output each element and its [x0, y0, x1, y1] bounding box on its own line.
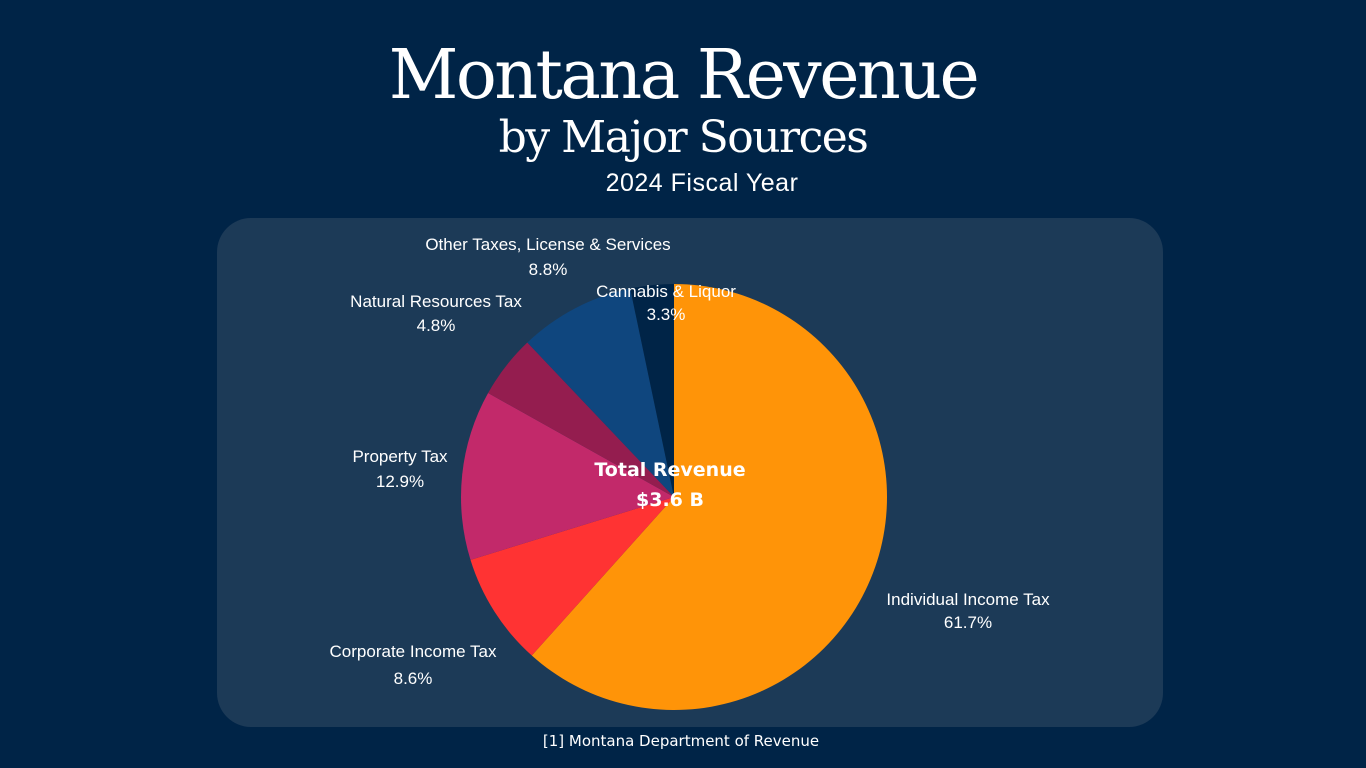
pie-slice-individual-income-tax: [531, 284, 888, 710]
slice-value-property-tax: 12.9%: [376, 472, 424, 491]
slice-label-corporate-income-tax: Corporate Income Tax: [330, 642, 497, 661]
fiscal-year-label: 2024 Fiscal Year: [605, 169, 799, 197]
slice-label-cannabis-and-liquor: Cannabis & Liquor: [596, 282, 736, 301]
slice-value-natural-resources-tax: 4.8%: [417, 316, 456, 335]
slice-value-other-taxes-license-and-services: 8.8%: [529, 260, 568, 279]
chart-subtitle: by Major Sources: [498, 112, 869, 163]
slice-label-other-taxes-license-and-services: Other Taxes, License & Services: [425, 235, 670, 254]
slice-value-cannabis-and-liquor: 3.3%: [647, 305, 686, 324]
slice-label-individual-income-tax: Individual Income Tax: [886, 590, 1050, 609]
chart-title: Montana Revenue: [388, 36, 980, 115]
slice-value-individual-income-tax: 61.7%: [944, 613, 992, 632]
slice-label-natural-resources-tax: Natural Resources Tax: [350, 292, 522, 311]
slice-labels: Individual Income Tax 61.7% Corporate Inco…: [330, 235, 1051, 688]
pie-slice-natural-resources-tax: [488, 342, 674, 497]
pie-slice-corporate-income-tax: [470, 497, 674, 656]
pie-slice-cannabis-and-liquor: [630, 284, 674, 497]
slice-label-property-tax: Property Tax: [352, 447, 448, 466]
center-title: Total Revenue: [594, 459, 745, 481]
pie-slice-other-taxes-license-and-services: [527, 288, 674, 497]
source-note: [1] Montana Department of Revenue: [542, 732, 820, 750]
center-value: $3.6 B: [636, 489, 704, 511]
slice-value-corporate-income-tax: 8.6%: [394, 669, 433, 688]
pie-slice-property-tax: [461, 393, 674, 560]
pie-slices: [461, 284, 888, 710]
